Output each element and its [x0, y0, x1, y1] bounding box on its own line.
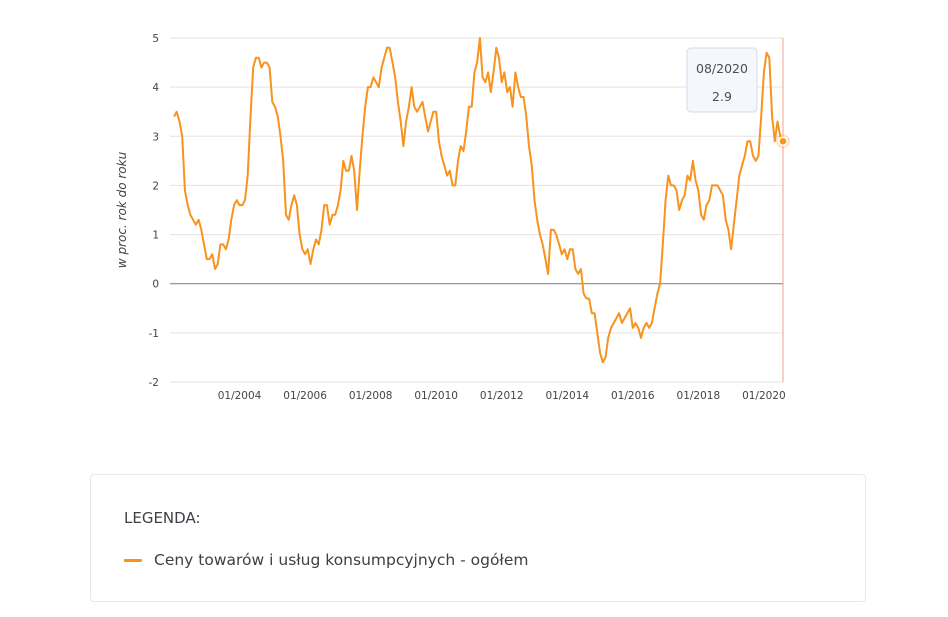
y-tick-label: -2 — [149, 377, 159, 389]
x-tick-label: 01/2014 — [545, 390, 589, 402]
y-tick-label: 0 — [152, 279, 159, 291]
tooltip-box — [686, 47, 758, 113]
legend-title: LEGENDA: — [124, 509, 201, 527]
tooltip-value: 2.9 — [712, 89, 732, 104]
hover-point[interactable] — [778, 136, 788, 146]
x-tick-label: 01/2006 — [283, 390, 327, 402]
y-tick-label: 3 — [152, 131, 159, 143]
legend-panel: LEGENDA: Ceny towarów i usług konsumpcyj… — [90, 474, 866, 602]
x-tick-label: 01/2008 — [349, 390, 393, 402]
y-tick-label: -1 — [149, 328, 159, 340]
y-axis-ticks: 5 4 3 2 1 0 -1 -2 — [149, 33, 160, 389]
grid-lines — [170, 37, 783, 383]
legend-swatch — [124, 558, 142, 562]
legend-item[interactable]: Ceny towarów i usług konsumpcyjnych - og… — [124, 551, 528, 569]
y-tick-label: 2 — [152, 180, 159, 192]
x-tick-label: 01/2012 — [480, 390, 524, 402]
tooltip: 08/2020 2.9 — [686, 47, 758, 113]
x-tick-label: 01/2018 — [677, 390, 721, 402]
y-tick-label: 4 — [152, 82, 159, 94]
y-axis-label: w proc. rok do roku — [115, 151, 129, 268]
y-tick-label: 1 — [152, 230, 159, 242]
x-tick-label: 01/2004 — [218, 390, 262, 402]
legend-item-label: Ceny towarów i usług konsumpcyjnych - og… — [154, 551, 529, 569]
x-tick-label: 01/2020 — [742, 390, 786, 402]
series-line[interactable] — [173, 37, 784, 364]
x-tick-label: 01/2016 — [611, 390, 655, 402]
y-tick-label: 5 — [152, 33, 159, 45]
x-tick-label: 01/2010 — [414, 390, 458, 402]
x-axis-ticks: 01/2004 01/2006 01/2008 01/2010 01/2012 01/20… — [218, 390, 786, 402]
tooltip-date: 08/2020 — [696, 61, 748, 76]
